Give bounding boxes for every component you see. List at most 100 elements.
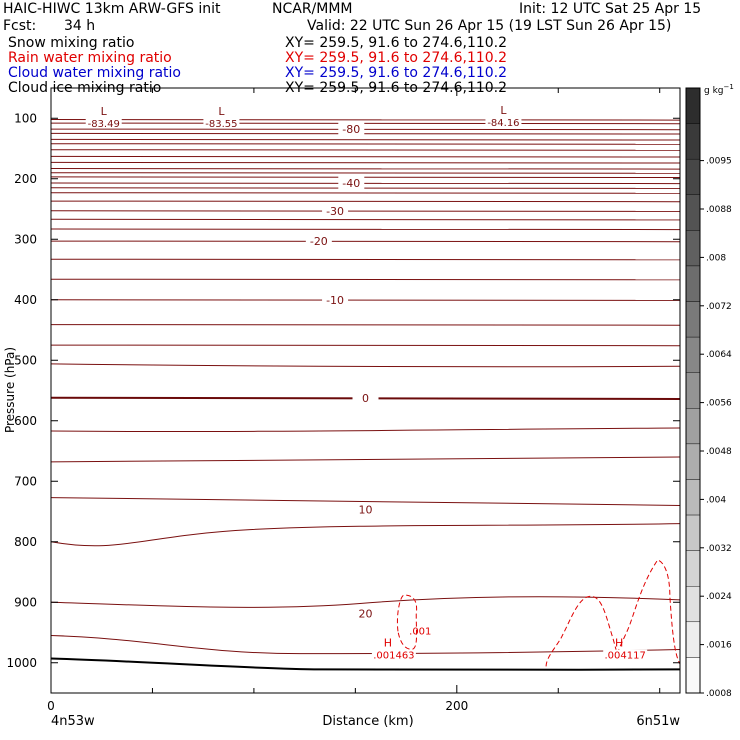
y-tick-label: 100 xyxy=(14,111,37,125)
low-marker: L xyxy=(101,105,108,118)
field-xy-cloud-water: XY= 259.5, 91.6 to 274.6,110.2 xyxy=(285,65,508,81)
colorbar-swatch xyxy=(685,372,701,409)
low-value-bg xyxy=(485,116,522,128)
isotherm xyxy=(50,596,681,608)
y-axis-title: Pressure (hPa) xyxy=(3,347,17,433)
isotherm xyxy=(50,168,681,170)
field-name-cloud-water: Cloud water mixing ratio xyxy=(8,65,181,81)
rain-high-value: .001463 xyxy=(373,651,414,662)
colorbar-label: .0095 xyxy=(706,157,732,167)
isotherm xyxy=(50,299,681,301)
isotherm xyxy=(50,122,681,125)
field-xy-rain: XY= 259.5, 91.6 to 274.6,110.2 xyxy=(285,50,508,66)
rain-high-value-bg xyxy=(603,649,648,661)
isotherm xyxy=(50,132,681,135)
isotherm xyxy=(50,324,681,326)
contour-label: 10 xyxy=(359,504,373,517)
left-endpoint-label: 4n53w xyxy=(51,714,95,729)
plot-frame xyxy=(50,87,681,694)
x-tick-label: 0 xyxy=(47,699,55,713)
distance-axis: 0 200 xyxy=(47,88,661,713)
x-tick-label: 200 xyxy=(445,699,468,713)
isotherm xyxy=(50,172,681,174)
rain-high-value-bg xyxy=(371,649,416,661)
contour-label: -80 xyxy=(342,123,360,136)
colorbar-label: .008 xyxy=(706,253,726,263)
y-tick-label: 1000 xyxy=(6,656,37,670)
rain-contour-label: .001 xyxy=(409,627,431,638)
rain-high-value: .004117 xyxy=(605,651,646,662)
contour-label-bg xyxy=(322,203,349,217)
colorbar-swatch xyxy=(685,336,701,373)
contour-label: 20 xyxy=(359,608,373,621)
field-name-snow: Snow mixing ratio xyxy=(8,35,135,51)
contour-label: -20 xyxy=(310,235,328,248)
low-marker: L xyxy=(218,105,225,118)
temperature-contours xyxy=(50,119,681,671)
isotherm xyxy=(50,119,681,121)
colorbar-swatch xyxy=(685,550,701,587)
colorbar: .0095 .0088 .008 .0072 .0064 .0056 .0048 .004 .0… xyxy=(685,87,732,699)
low-value: -83.49 xyxy=(88,119,120,130)
isotherm xyxy=(50,138,681,141)
isotherm xyxy=(50,161,681,164)
low-value-bg xyxy=(85,117,122,129)
colorbar-swatch xyxy=(685,230,701,267)
init-time: Init: 12 UTC Sat 25 Apr 15 xyxy=(519,1,702,17)
isotherm xyxy=(50,155,681,158)
colorbar-swatch xyxy=(685,621,701,658)
colorbar-swatch xyxy=(685,443,701,480)
y-tick-label: 400 xyxy=(14,293,37,307)
right-endpoint-label: 6n51w xyxy=(636,714,680,729)
rain-contour xyxy=(616,559,681,665)
isotherm xyxy=(50,258,681,261)
y-tick-label: 800 xyxy=(14,535,37,549)
ground-surface-line xyxy=(50,657,681,671)
x-axis-title: Distance (km) xyxy=(322,714,413,729)
contour-label: -40 xyxy=(342,177,360,190)
colorbar-swatch xyxy=(685,408,701,445)
colorbar-swatch xyxy=(685,479,701,516)
rain-contour xyxy=(545,595,618,667)
isotherm xyxy=(50,128,681,131)
colorbar-frame xyxy=(685,87,701,694)
isotherm xyxy=(50,240,681,243)
isotherm xyxy=(50,427,681,433)
contour-label-bg xyxy=(322,292,349,306)
contour-label-bg xyxy=(338,122,365,136)
colorbar-swatch xyxy=(685,158,701,195)
colorbar-swatch xyxy=(685,194,701,231)
colorbar-label: .0024 xyxy=(706,592,732,602)
isotherm xyxy=(50,363,681,368)
colorbar-label: .0088 xyxy=(706,205,732,215)
colorbar-label: .0056 xyxy=(706,399,732,409)
isotherm xyxy=(50,200,681,203)
isotherm xyxy=(50,143,681,145)
colorbar-label: .004 xyxy=(706,495,726,505)
low-value-bg xyxy=(203,117,240,129)
contour-label-bg xyxy=(352,606,379,620)
valid-time: Valid: 22 UTC Sun 26 Apr 15 (19 LST Sun … xyxy=(307,18,672,34)
low-value: -83.55 xyxy=(205,119,237,130)
isotherm xyxy=(50,176,681,178)
colorbar-label: .0048 xyxy=(706,447,732,457)
colorbar-swatch xyxy=(685,657,701,694)
colorbar-swatch xyxy=(685,514,701,551)
org-label: NCAR/MMM xyxy=(272,1,353,17)
field-name-rain: Rain water mixing ratio xyxy=(8,50,172,66)
isotherm xyxy=(50,228,681,231)
y-tick-label: 200 xyxy=(14,172,37,186)
contour-label: -10 xyxy=(326,294,344,307)
colorbar-label: .0016 xyxy=(706,641,732,651)
colorbar-label: .0064 xyxy=(706,350,732,360)
contour-label-bg xyxy=(352,502,379,516)
isotherm xyxy=(50,210,681,212)
y-tick-label: 700 xyxy=(14,474,37,488)
contour-label-bg xyxy=(305,234,332,248)
y-tick-label: 500 xyxy=(14,353,37,367)
rain-contour xyxy=(396,594,418,650)
isotherm xyxy=(50,523,681,547)
colorbar-swatch xyxy=(685,123,701,160)
